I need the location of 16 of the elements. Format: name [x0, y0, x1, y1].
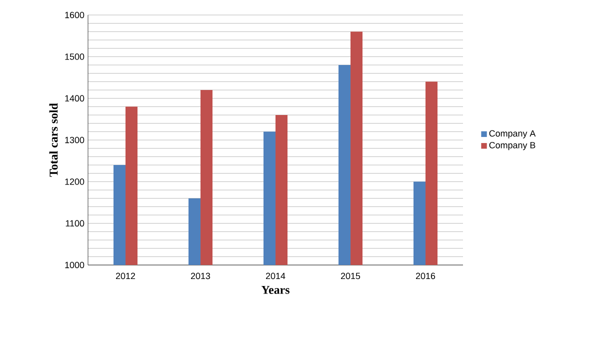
y-tick-label: 1500 [65, 53, 84, 60]
y-tick-label: 1200 [65, 178, 84, 185]
x-tick-label: 2016 [416, 272, 436, 280]
y-tick-label: 1400 [65, 95, 84, 102]
legend-label: Company B [489, 142, 536, 150]
legend-label: Company A [489, 130, 536, 138]
x-tick-label: 2015 [340, 272, 360, 280]
x-tick-label: 2014 [266, 272, 286, 280]
y-tick-label: 1100 [66, 220, 84, 227]
y-tick-label: 1000 [65, 262, 84, 268]
x-tick-label: 2012 [116, 272, 136, 280]
x-tick-label: 2013 [190, 272, 210, 280]
y-tick-label: 1300 [65, 136, 84, 144]
y-tick-label: 1600 [65, 12, 84, 18]
x-axis-title: Years [261, 286, 290, 294]
y-axis-title: Total cars sold [49, 103, 58, 177]
